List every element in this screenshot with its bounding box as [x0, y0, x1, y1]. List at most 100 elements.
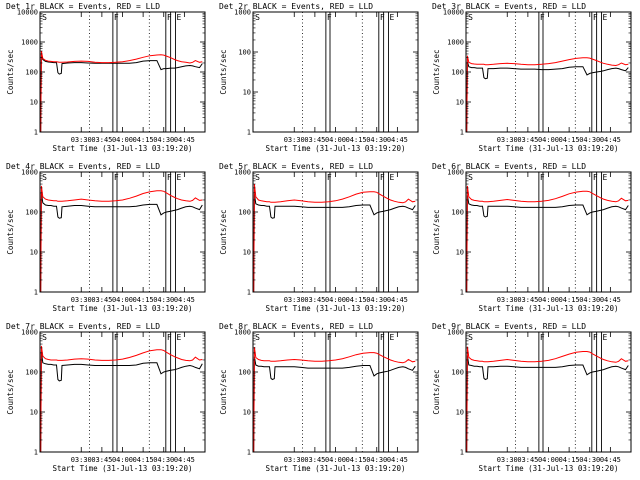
panel-title: Det 3r BLACK = Events, RED = LLD: [432, 2, 586, 11]
y-tick-label: 1: [34, 129, 38, 137]
interval-marker-label: F: [114, 333, 119, 342]
interval-marker-label: F: [327, 13, 332, 22]
x-tick-label: 03:45: [304, 456, 325, 464]
x-tick-label: 04:15: [346, 136, 367, 144]
panel-title: Det 6r BLACK = Events, RED = LLD: [432, 162, 586, 171]
y-axis-label: Counts/sec: [6, 369, 15, 414]
y-tick-label: 1: [460, 289, 464, 297]
interval-marker-label: S: [255, 13, 260, 22]
x-tick-label: 04:45: [387, 296, 408, 304]
y-tick-label: 10: [243, 409, 251, 417]
y-axis-label: Counts/sec: [219, 49, 228, 94]
x-tick-label: 04:30: [579, 136, 600, 144]
interval-marker-label: F: [540, 13, 545, 22]
plot-frame: [465, 331, 632, 453]
y-axis-label: Counts/sec: [219, 369, 228, 414]
y-tick-label: 1000: [21, 39, 38, 47]
y-tick-label: 1: [247, 129, 251, 137]
interval-marker-label: S: [468, 173, 473, 182]
plot-frame: [252, 11, 419, 133]
x-tick-label: 04:30: [366, 136, 387, 144]
plot-frame: [252, 171, 419, 293]
y-tick-label: 1000: [21, 169, 38, 177]
interval-marker-label: F: [380, 173, 385, 182]
x-tick-label: 03:45: [91, 296, 112, 304]
x-tick-label: 04:00: [538, 456, 559, 464]
interval-marker-label: S: [42, 13, 47, 22]
x-axis-label: Start Time (31-Jul-13 03:19:20): [53, 144, 193, 153]
y-tick-label: 100: [238, 209, 251, 217]
interval-marker-label: S: [468, 333, 473, 342]
y-tick-label: 10: [456, 99, 464, 107]
x-tick-label: 03:45: [91, 136, 112, 144]
series-line: [40, 50, 203, 133]
y-tick-label: 1: [460, 449, 464, 457]
interval-marker-label: E: [176, 333, 181, 342]
x-tick-label: 03:30: [497, 456, 518, 464]
x-axis-label: Start Time (31-Jul-13 03:19:20): [266, 464, 406, 473]
y-axis-label: Counts/sec: [6, 49, 15, 94]
x-axis-label: Start Time (31-Jul-13 03:19:20): [266, 304, 406, 313]
y-axis-label: Counts/sec: [432, 369, 441, 414]
plot-frame: [465, 171, 632, 293]
series-line: [253, 183, 416, 293]
panel-title: Det 8r BLACK = Events, RED = LLD: [219, 322, 373, 331]
panel-title: Det 4r BLACK = Events, RED = LLD: [6, 162, 160, 171]
x-tick-label: 04:00: [325, 136, 346, 144]
y-tick-label: 10: [243, 249, 251, 257]
interval-marker-label: E: [602, 13, 607, 22]
x-tick-label: 04:15: [559, 456, 580, 464]
x-tick-label: 04:00: [538, 136, 559, 144]
x-tick-label: 03:45: [517, 136, 538, 144]
y-tick-label: 1000: [447, 39, 464, 47]
series-line: [40, 345, 203, 453]
y-tick-label: 1: [247, 289, 251, 297]
series-line: [466, 185, 629, 293]
x-tick-label: 04:45: [600, 456, 621, 464]
interval-marker-label: F: [380, 13, 385, 22]
x-tick-label: 04:15: [133, 296, 154, 304]
x-axis-label: Start Time (31-Jul-13 03:19:20): [53, 304, 193, 313]
x-tick-label: 03:30: [284, 456, 305, 464]
series-line: [466, 346, 629, 453]
x-tick-label: 03:30: [71, 456, 92, 464]
y-tick-label: 100: [25, 209, 38, 217]
x-axis-label: Start Time (31-Jul-13 03:19:20): [266, 144, 406, 153]
interval-marker-label: S: [42, 173, 47, 182]
interval-marker-label: F: [167, 13, 172, 22]
y-tick-label: 1000: [234, 329, 251, 337]
interval-marker-label: E: [389, 13, 394, 22]
y-axis-label: Counts/sec: [432, 209, 441, 254]
x-tick-label: 03:45: [517, 296, 538, 304]
interval-marker-label: S: [255, 173, 260, 182]
y-tick-label: 100: [25, 69, 38, 77]
y-tick-label: 10: [456, 409, 464, 417]
x-tick-label: 03:30: [71, 136, 92, 144]
y-tick-label: 1: [460, 129, 464, 137]
series-line: [40, 351, 203, 453]
x-tick-label: 03:45: [517, 456, 538, 464]
x-tick-label: 04:45: [174, 456, 195, 464]
series-line: [253, 194, 416, 293]
series-line: [253, 356, 416, 453]
series-line: [466, 195, 629, 293]
interval-marker-label: F: [540, 173, 545, 182]
x-tick-label: 04:15: [133, 136, 154, 144]
x-tick-label: 03:45: [304, 296, 325, 304]
x-tick-label: 04:30: [153, 296, 174, 304]
panel-title: Det 7r BLACK = Events, RED = LLD: [6, 322, 160, 331]
x-tick-label: 04:15: [346, 296, 367, 304]
interval-marker-label: E: [602, 173, 607, 182]
series-line: [466, 355, 629, 453]
x-tick-label: 04:30: [366, 296, 387, 304]
x-tick-label: 03:30: [284, 296, 305, 304]
x-tick-label: 04:30: [153, 136, 174, 144]
y-axis-label: Counts/sec: [6, 209, 15, 254]
interval-marker-label: F: [327, 333, 332, 342]
interval-marker-label: F: [167, 173, 172, 182]
